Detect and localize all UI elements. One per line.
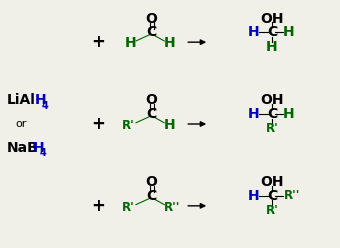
Text: R': R' (122, 119, 135, 132)
Text: R'': R'' (284, 189, 300, 202)
Text: H: H (248, 107, 259, 121)
Text: or: or (15, 119, 27, 129)
Text: H: H (164, 36, 176, 50)
Text: 4: 4 (41, 101, 48, 111)
Text: O: O (146, 93, 157, 107)
Text: C: C (267, 107, 277, 121)
Text: C: C (146, 107, 156, 121)
Text: R': R' (266, 122, 278, 135)
Text: H: H (248, 189, 259, 203)
Text: O: O (146, 12, 157, 26)
Text: NaB: NaB (7, 141, 38, 155)
Text: C: C (146, 189, 156, 203)
Text: H: H (283, 25, 295, 39)
Text: H: H (124, 36, 136, 50)
Text: H: H (266, 40, 278, 54)
Text: R'': R'' (164, 201, 181, 214)
Text: C: C (146, 25, 156, 39)
Text: H: H (164, 118, 176, 132)
Text: OH: OH (260, 12, 284, 26)
Text: H: H (283, 107, 295, 121)
Text: LiAl: LiAl (7, 93, 36, 107)
Text: H: H (35, 93, 47, 107)
Text: OH: OH (260, 93, 284, 107)
Text: +: + (92, 115, 105, 133)
Text: O: O (146, 175, 157, 189)
Text: C: C (267, 25, 277, 39)
Text: H: H (248, 25, 259, 39)
Text: 4: 4 (39, 148, 46, 158)
Text: C: C (267, 189, 277, 203)
Text: R': R' (266, 204, 278, 217)
Text: +: + (92, 33, 105, 51)
Text: +: + (92, 197, 105, 215)
Text: H: H (33, 141, 45, 155)
Text: R': R' (122, 201, 135, 214)
Text: OH: OH (260, 175, 284, 189)
